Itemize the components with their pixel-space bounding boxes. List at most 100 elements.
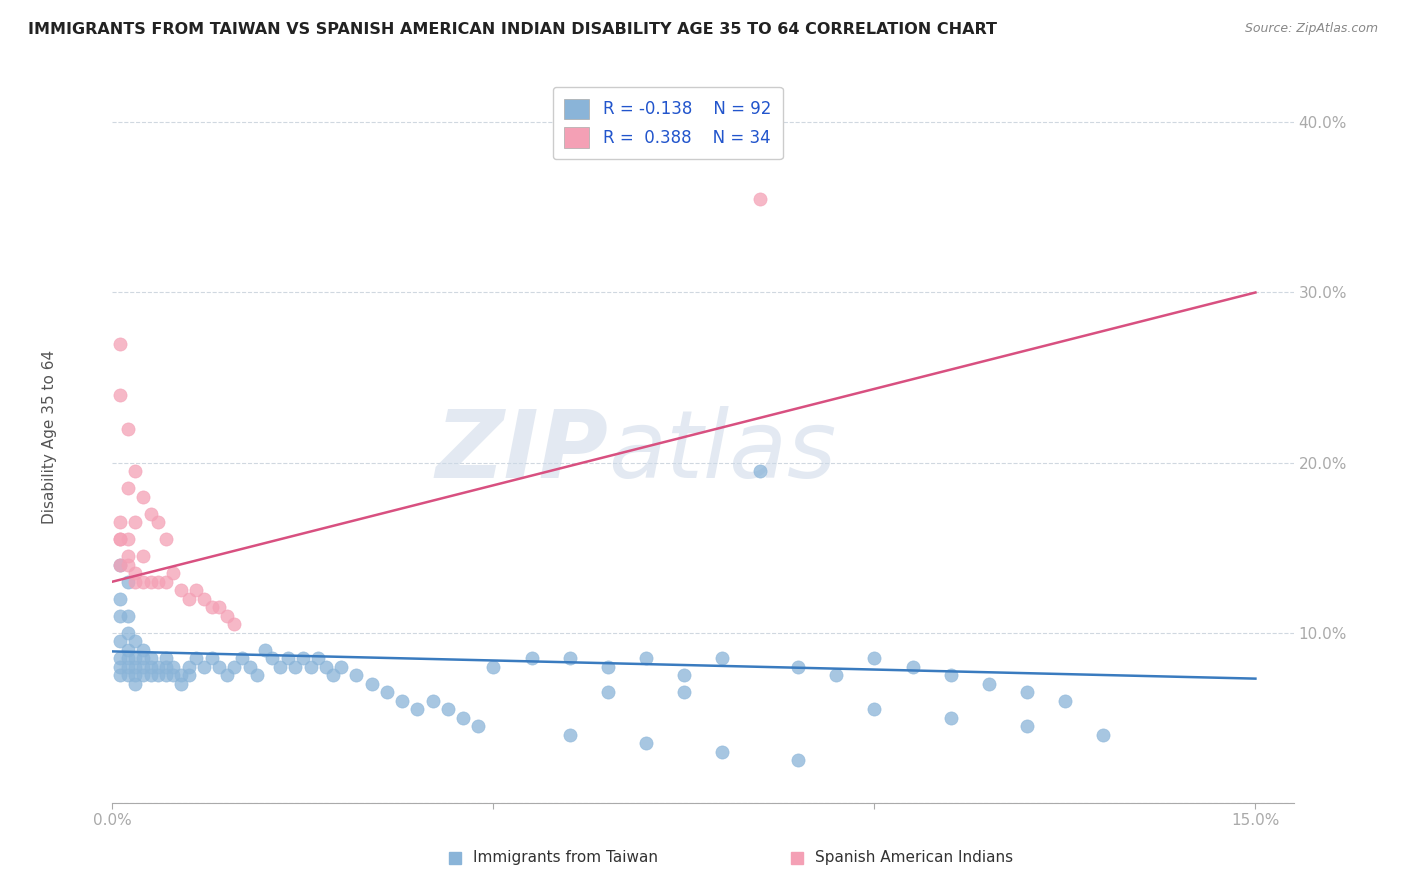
Point	[262, 651, 284, 665]
Point	[330, 659, 353, 673]
Point	[117, 625, 139, 640]
Point	[108, 591, 131, 606]
Point	[124, 677, 146, 691]
Point	[825, 668, 848, 682]
Point	[117, 532, 139, 546]
Point	[939, 668, 962, 682]
Point	[224, 617, 246, 632]
Point	[193, 591, 215, 606]
Point	[558, 728, 581, 742]
Point	[406, 702, 429, 716]
Legend: R = -0.138    N = 92, R =  0.388    N = 34: R = -0.138 N = 92, R = 0.388 N = 34	[553, 87, 783, 160]
Point	[253, 642, 276, 657]
Point	[108, 558, 131, 572]
Point	[117, 421, 139, 435]
Point	[155, 532, 177, 546]
Point	[148, 668, 170, 682]
Point	[215, 608, 238, 623]
Text: atlas: atlas	[609, 406, 837, 497]
Point	[117, 558, 139, 572]
Text: Source: ZipAtlas.com: Source: ZipAtlas.com	[1244, 22, 1378, 36]
Point	[108, 336, 131, 351]
Point	[155, 574, 177, 589]
Point	[422, 694, 444, 708]
Point	[224, 659, 246, 673]
Point	[139, 651, 162, 665]
Point	[749, 464, 772, 478]
Point	[139, 507, 162, 521]
Point	[299, 659, 322, 673]
Point	[596, 685, 619, 699]
Point	[711, 651, 734, 665]
Point	[749, 192, 772, 206]
Point	[155, 668, 177, 682]
Point	[596, 659, 619, 673]
Point	[672, 668, 695, 682]
Point	[155, 651, 177, 665]
Point	[162, 566, 184, 581]
Point	[124, 634, 146, 648]
Point	[124, 659, 146, 673]
Point	[124, 668, 146, 682]
Point	[375, 685, 398, 699]
Point	[1015, 719, 1038, 733]
Point	[1092, 728, 1115, 742]
Point	[124, 515, 146, 529]
Point	[200, 600, 222, 615]
Point	[117, 642, 139, 657]
Point	[124, 464, 146, 478]
Point	[634, 736, 657, 750]
Point	[436, 702, 458, 716]
Point	[307, 651, 329, 665]
Text: IMMIGRANTS FROM TAIWAN VS SPANISH AMERICAN INDIAN DISABILITY AGE 35 TO 64 CORREL: IMMIGRANTS FROM TAIWAN VS SPANISH AMERIC…	[28, 22, 997, 37]
Point	[284, 659, 307, 673]
Point	[132, 659, 155, 673]
Point	[1053, 694, 1076, 708]
Text: Spanish American Indians: Spanish American Indians	[815, 850, 1014, 865]
Point	[711, 745, 734, 759]
Point	[148, 659, 170, 673]
Point	[117, 659, 139, 673]
Point	[124, 566, 146, 581]
Point	[344, 668, 367, 682]
Point	[132, 651, 155, 665]
Point	[193, 659, 215, 673]
Point	[315, 659, 337, 673]
Point	[124, 651, 146, 665]
Point	[467, 719, 489, 733]
Point	[186, 651, 208, 665]
Point	[186, 583, 208, 598]
Point	[520, 651, 543, 665]
Point	[124, 574, 146, 589]
Point	[277, 651, 299, 665]
Point	[787, 659, 810, 673]
Point	[360, 677, 382, 691]
Point	[451, 711, 474, 725]
Point	[117, 668, 139, 682]
Point	[117, 574, 139, 589]
Point	[177, 668, 200, 682]
Point	[231, 651, 253, 665]
Point	[108, 558, 131, 572]
Point	[108, 387, 131, 401]
Text: ZIP: ZIP	[436, 406, 609, 498]
Point	[132, 668, 155, 682]
Point	[117, 549, 139, 563]
Point	[162, 659, 184, 673]
Point	[177, 659, 200, 673]
Point	[148, 515, 170, 529]
Y-axis label: Disability Age 35 to 64: Disability Age 35 to 64	[42, 350, 56, 524]
Point	[108, 668, 131, 682]
Point	[558, 651, 581, 665]
Point	[148, 574, 170, 589]
Point	[132, 490, 155, 504]
Point	[215, 668, 238, 682]
Point	[1015, 685, 1038, 699]
Point	[108, 532, 131, 546]
Point	[200, 651, 222, 665]
Point	[977, 677, 1000, 691]
Text: Immigrants from Taiwan: Immigrants from Taiwan	[472, 850, 658, 865]
Point	[108, 515, 131, 529]
Point	[162, 668, 184, 682]
Point	[132, 549, 155, 563]
